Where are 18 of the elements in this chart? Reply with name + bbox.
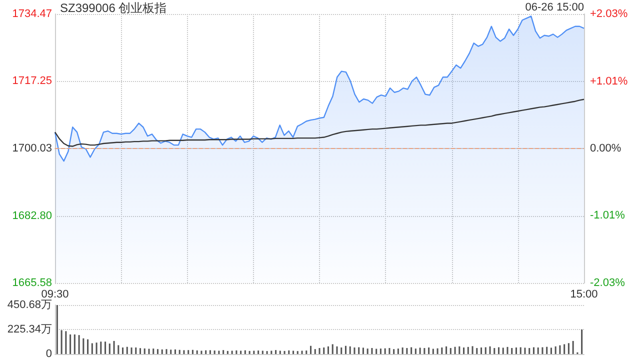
y2-tick-label: -1.01%: [590, 209, 626, 222]
x-tick-label: 15:00: [570, 288, 598, 300]
x-tick-label: 09:30: [41, 288, 69, 300]
y2-tick-label: -2.03%: [590, 277, 626, 289]
chart-title: SZ399006 创业板指: [60, 1, 167, 15]
y2-tick-label: +1.01%: [590, 76, 628, 88]
y-tick-label: 1717.25: [12, 75, 52, 88]
y-tick-label: 1665.58: [12, 277, 52, 289]
text: 06-26 15:00: [525, 2, 584, 14]
y-tick-label: 1734.47: [12, 8, 52, 20]
y2-tick-label: +2.03%: [590, 8, 628, 20]
y2-tick-label: 0.00%: [590, 142, 622, 154]
y-tick-label: 1682.80: [12, 210, 52, 222]
y-tick-label: 450.68万: [7, 299, 52, 311]
y-tick-label: 1700.03: [12, 142, 52, 154]
y-tick-label: 0: [46, 348, 52, 360]
line-series: [54, 98, 585, 147]
y-tick-label: 225.34万: [7, 324, 52, 336]
